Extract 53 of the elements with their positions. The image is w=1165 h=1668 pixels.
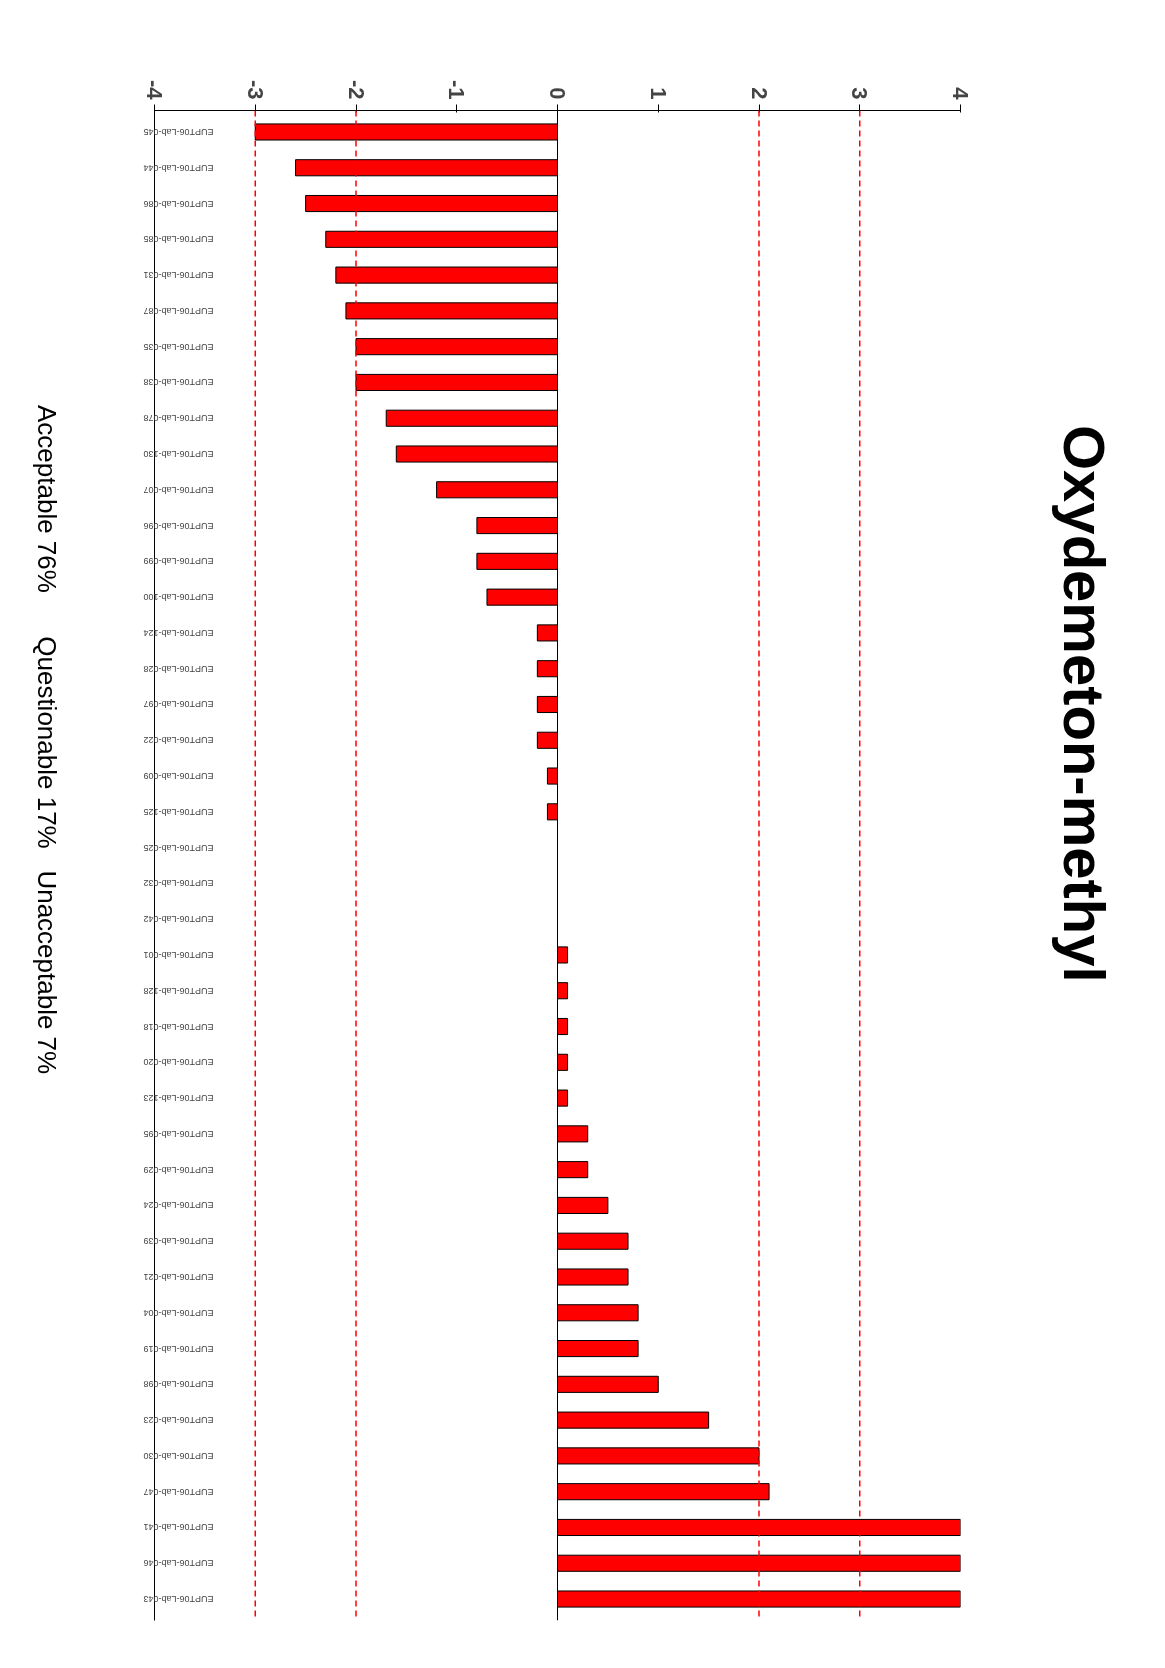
y-tick-label: EUPT06-Lab-085 xyxy=(143,234,214,245)
y-tick-label: EUPT06-Lab-028 xyxy=(143,663,214,674)
y-tick-label: EUPT06-Lab-095 xyxy=(143,1128,214,1139)
y-tick-label: EUPT06-Lab-029 xyxy=(143,1164,214,1175)
x-tick-label: -1 xyxy=(444,79,470,100)
y-tick-label: EUPT06-Lab-130 xyxy=(143,449,214,460)
y-tick-label: EUPT06-Lab-038 xyxy=(143,377,214,388)
y-tick-label: EUPT06-Lab-123 xyxy=(143,1093,214,1104)
y-tick-label: EUPT06-Lab-032 xyxy=(143,878,214,889)
y-tick-label: EUPT06-Lab-007 xyxy=(143,484,214,495)
y-tick-label: EUPT06-Lab-100 xyxy=(143,592,214,603)
y-tick-label: EUPT06-Lab-021 xyxy=(143,1271,214,1282)
y-tick-label: EUPT06-Lab-044 xyxy=(143,162,214,173)
y-tick-label: EUPT06-Lab-009 xyxy=(143,771,214,782)
y-tick-label: EUPT06-Lab-047 xyxy=(143,1486,214,1497)
y-tick-label: EUPT06-Lab-124 xyxy=(143,627,214,638)
y-tick-label: EUPT06-Lab-087 xyxy=(143,305,214,316)
y-tick-label: EUPT06-Lab-078 xyxy=(143,413,214,424)
y-tick-label: EUPT06-Lab-042 xyxy=(143,914,214,925)
x-tick-label: 4 xyxy=(948,87,973,101)
x-tick-label: 2 xyxy=(746,87,772,100)
y-tick-label: EUPT06-Lab-022 xyxy=(143,735,214,746)
x-tick-label: -2 xyxy=(343,79,369,100)
y-tick-label: EUPT06-Lab-025 xyxy=(143,842,214,853)
x-tick-label: 3 xyxy=(847,87,873,100)
y-tick-label: EUPT06-Lab-097 xyxy=(143,699,214,710)
y-tick-label: EUPT06-Lab-023 xyxy=(143,1415,214,1426)
x-tick-label: 1 xyxy=(645,87,671,100)
x-tick-label: -3 xyxy=(242,79,268,100)
y-tick-label: EUPT06-Lab-031 xyxy=(143,270,214,281)
y-tick-label: EUPT06-Lab-004 xyxy=(143,1307,214,1318)
y-tick-label: EUPT06-Lab-098 xyxy=(143,1379,214,1390)
y-tick-label: EUPT06-Lab-035 xyxy=(143,341,214,352)
y-tick-label: EUPT06-Lab-030 xyxy=(143,1450,214,1461)
y-tick-label: EUPT06-Lab-096 xyxy=(143,520,214,531)
y-tick-label: EUPT06-Lab-024 xyxy=(143,1200,214,1211)
y-tick-label: EUPT06-Lab-001 xyxy=(143,949,214,960)
y-tick-label: EUPT06-Lab-039 xyxy=(143,1236,214,1247)
y-tick-label: EUPT06-Lab-046 xyxy=(143,1558,214,1569)
y-tick-label: EUPT06-Lab-018 xyxy=(143,1021,214,1032)
y-tick-label: EUPT06-Lab-086 xyxy=(143,198,214,209)
y-tick-label: EUPT06-Lab-019 xyxy=(143,1343,214,1354)
x-tick-label: -4 xyxy=(142,79,167,101)
y-tick-label: EUPT06-Lab-041 xyxy=(143,1522,214,1533)
y-tick-label: EUPT06-Lab-099 xyxy=(143,556,214,567)
y-tick-label: EUPT06-Lab-125 xyxy=(143,806,214,817)
x-tick-label: 0 xyxy=(545,87,570,100)
y-tick-label: EUPT06-Lab-020 xyxy=(143,1057,214,1068)
y-tick-label: EUPT06-Lab-128 xyxy=(143,985,214,996)
y-tick-label: EUPT06-Lab-045 xyxy=(143,126,214,137)
text: Oxydemeton-methyl xyxy=(1051,425,1118,983)
y-tick-label: EUPT06-Lab-043 xyxy=(143,1594,214,1605)
text: Acceptable 76% Questionable 17% Unacceptable 7% xyxy=(31,405,63,1075)
